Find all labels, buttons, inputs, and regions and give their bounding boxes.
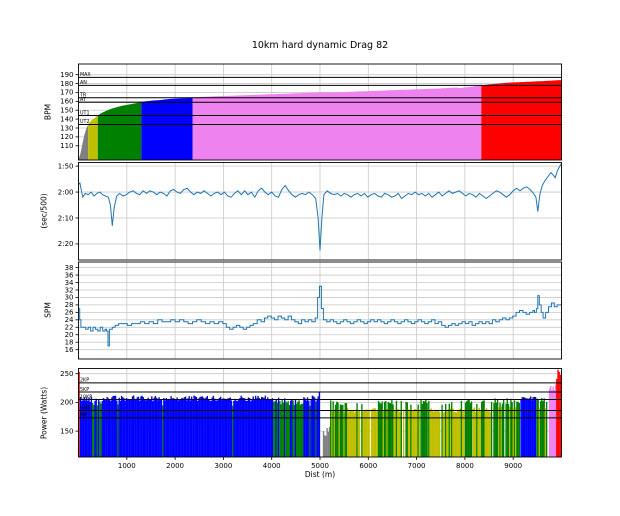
svg-text:130: 130 (60, 124, 73, 132)
svg-text:180: 180 (60, 80, 73, 88)
svg-text:6000: 6000 (359, 462, 377, 470)
svg-text:AN: AN (80, 80, 87, 86)
svg-text:22: 22 (65, 324, 74, 332)
svg-text:150: 150 (60, 107, 73, 115)
x-axis-label: Dist (m) (304, 470, 336, 479)
svg-text:5000: 5000 (311, 462, 329, 470)
svg-text:UT2: UT2 (80, 119, 90, 125)
svg-text:32: 32 (65, 286, 74, 294)
spm-line (78, 285, 562, 347)
svg-text:16: 16 (65, 346, 74, 354)
svg-text:3000: 3000 (214, 462, 232, 470)
svg-text:2:00: 2:00 (58, 188, 74, 196)
svg-text:8000: 8000 (456, 462, 474, 470)
svg-text:190: 190 (60, 71, 73, 79)
pace-line (78, 163, 562, 251)
svg-text:MP: MP (80, 413, 87, 419)
svg-text:34: 34 (65, 279, 74, 287)
svg-text:MAX: MAX (80, 72, 91, 78)
svg-text:2:10: 2:10 (58, 214, 74, 222)
svg-text:120: 120 (60, 133, 73, 141)
chart-title: 10km hard dynamic Drag 82 (251, 40, 389, 51)
svg-text:5KP: 5KP (80, 387, 89, 393)
svg-text:HMP: HMP (80, 405, 91, 411)
svg-text:18: 18 (65, 339, 74, 347)
svg-text:200: 200 (60, 399, 73, 407)
svg-text:30: 30 (65, 294, 74, 302)
svg-text:110: 110 (60, 142, 73, 150)
svg-text:2:20: 2:20 (58, 240, 74, 248)
svg-text:4000: 4000 (263, 462, 281, 470)
svg-text:9000: 9000 (504, 462, 522, 470)
svg-text:20: 20 (65, 331, 74, 339)
svg-text:1000: 1000 (118, 462, 136, 470)
svg-text:24: 24 (65, 316, 74, 324)
svg-text:26: 26 (65, 309, 74, 317)
svg-text:2000: 2000 (166, 462, 184, 470)
svg-text:140: 140 (60, 115, 73, 123)
svg-text:160: 160 (60, 98, 73, 106)
svg-text:1:50: 1:50 (58, 162, 74, 170)
svg-text:10KP: 10KP (80, 394, 92, 400)
svg-text:TR: TR (79, 93, 87, 99)
svg-text:150: 150 (60, 427, 73, 435)
svg-text:28: 28 (65, 301, 74, 309)
svg-text:UT1: UT1 (80, 110, 90, 116)
svg-text:250: 250 (60, 370, 73, 378)
svg-text:38: 38 (65, 264, 74, 272)
svg-text:2KP: 2KP (80, 378, 89, 384)
svg-text:36: 36 (65, 271, 74, 279)
svg-text:170: 170 (60, 89, 73, 97)
svg-text:AT: AT (80, 97, 86, 103)
svg-text:7000: 7000 (408, 462, 426, 470)
pace-plot: 1:50 2:00 2:10 2:20 (58, 162, 562, 261)
